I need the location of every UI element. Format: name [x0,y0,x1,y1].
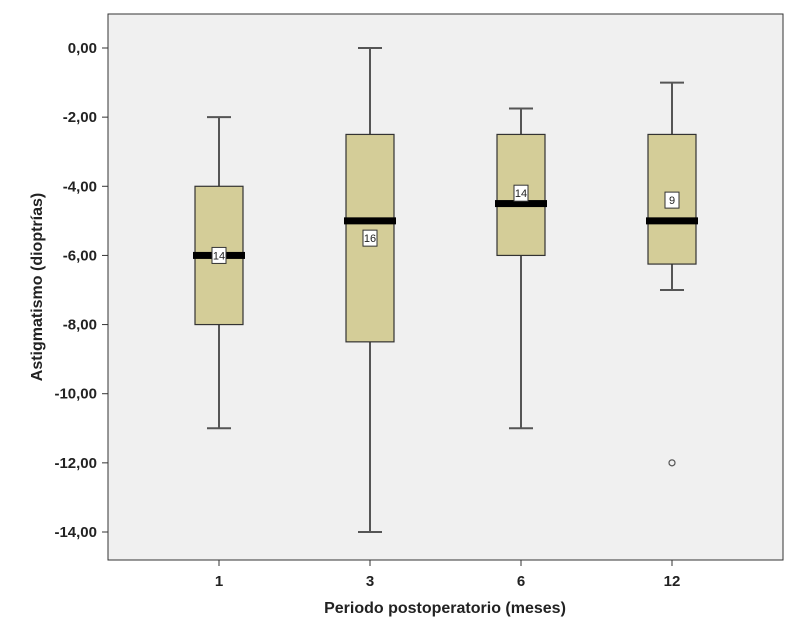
y-axis-label: Astigmatismo (dioptrías) [29,193,46,381]
median-line [495,200,547,208]
y-tick-label: -4,00 [63,178,97,195]
y-axis: 0,00 -2,00 -4,00 -6,00 -8,00 -10,00 -12,00 -14,… [54,40,108,541]
count-label: 9 [669,195,675,207]
outlier-point [668,459,676,467]
count-label-box [664,191,680,209]
y-tick-label: -12,00 [54,455,97,472]
y-tick-label: -14,00 [54,524,97,541]
count-label-box [362,229,378,247]
y-tick-label: 0,00 [68,40,97,57]
x-tick-label: 1 [215,573,223,590]
x-tick-label: 12 [664,573,681,590]
y-tick-label: -2,00 [63,109,97,126]
box-group-12: 9 [646,81,698,467]
median-line [646,217,698,225]
y-tick-label: -10,00 [54,386,97,403]
y-tick-label: -8,00 [63,317,97,334]
count-label: 16 [364,233,376,245]
x-tick-label: 3 [366,573,374,590]
boxes: 14 16 14 9 [193,47,698,533]
box-group-1: 14 [193,116,245,430]
y-tick-label: -6,00 [63,247,97,264]
x-axis: 1 3 6 12 [215,560,681,590]
count-label: 14 [515,188,527,200]
box-group-6: 14 [495,107,547,430]
box-group-3: 16 [344,47,396,533]
median-line [344,217,396,225]
x-axis-label: Periodo postoperatorio (meses) [324,600,566,617]
count-label: 14 [213,250,225,262]
x-tick-label: 6 [517,573,525,590]
count-label-box [513,184,529,202]
count-label-box [211,246,227,264]
